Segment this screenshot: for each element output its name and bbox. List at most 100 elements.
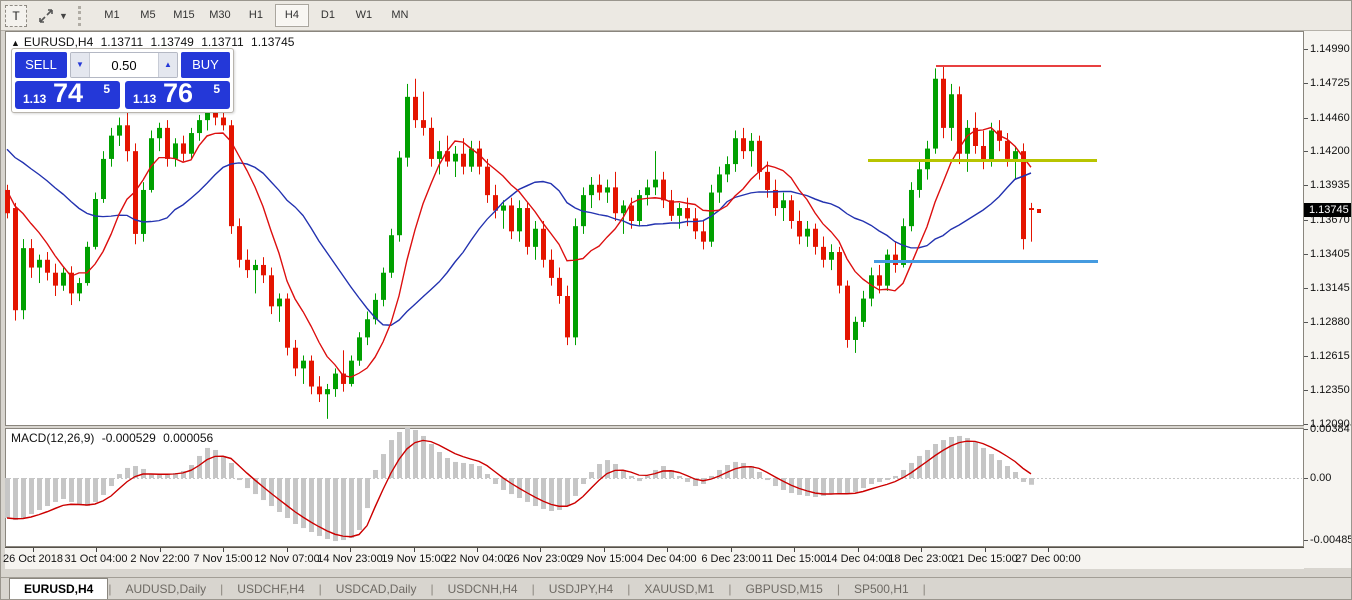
price-axis-tick: 1.12090 — [1304, 418, 1351, 430]
date-tick — [477, 548, 478, 552]
date-tick — [731, 548, 732, 552]
chart-tab-audusd[interactable]: AUDUSD,Daily — [125, 582, 207, 596]
date-label: 6 Dec 23:00 — [701, 553, 761, 565]
text-tool-icon[interactable]: T — [5, 4, 27, 27]
date-axis[interactable]: 26 Oct 2018 31 Oct 04:00 2 Nov 22:00 7 Nov … — [3, 547, 1304, 569]
volume-input[interactable] — [90, 53, 158, 77]
date-tick — [540, 548, 541, 552]
tab-separator: | — [728, 582, 732, 596]
chart-tab-bar: EURUSD,H4 | AUDUSD,Daily | USDCHF,H4 | USDCAD,… — [1, 577, 1351, 599]
date-label: 2 Nov 22:00 — [130, 553, 190, 565]
date-tick — [160, 548, 161, 552]
date-tick — [985, 548, 986, 552]
date-label: 31 Oct 04:00 — [64, 553, 128, 565]
sell-price-point: 5 — [103, 82, 110, 96]
date-tick — [350, 548, 351, 552]
timeframe-toolbar: T ▼ M1 M5 M15 M30 H1 H4 D1 W1 MN — [1, 1, 1351, 31]
cursor-mode-icon[interactable] — [35, 6, 57, 26]
buy-button[interactable]: BUY — [181, 52, 230, 78]
chart-tab-usdcnh[interactable]: USDCNH,H4 — [447, 582, 518, 596]
timeframe-button-m30[interactable]: M30 — [209, 9, 231, 21]
price-axis-tick: 1.12880 — [1304, 316, 1351, 328]
chevron-down-icon[interactable]: ▼ — [59, 10, 68, 21]
date-label: 21 Dec 15:00 — [952, 553, 1018, 565]
timeframe-button-h1[interactable]: H1 — [248, 9, 263, 21]
date-tick — [96, 548, 97, 552]
tab-separator: | — [318, 582, 322, 596]
macd-axis-tick: 0.003847 — [1304, 423, 1351, 435]
date-label: 22 Nov 04:00 — [444, 553, 510, 565]
timeframe-button-w1[interactable]: W1 — [355, 9, 373, 21]
price-axis-tick: 1.13935 — [1304, 179, 1351, 191]
chart-tab-usdcad[interactable]: USDCAD,Daily — [335, 582, 417, 596]
price-axis-tick: 1.12350 — [1304, 384, 1351, 396]
volume-increment-button[interactable]: ▲ — [158, 53, 177, 77]
price-axis-tick: 1.14990 — [1304, 43, 1351, 55]
date-label: 26 Oct 2018 — [3, 553, 63, 565]
price-axis[interactable]: 1.14990 1.14725 1.14460 1.14200 1.13935 1.136… — [1304, 31, 1351, 568]
volume-decrement-button[interactable]: ▼ — [71, 53, 90, 77]
date-label: 26 Nov 23:00 — [507, 553, 573, 565]
buy-price-point: 5 — [213, 82, 220, 96]
current-price-badge: 1.13745 — [1304, 202, 1351, 217]
chart-tab-xauusd[interactable]: XAUUSD,M1 — [644, 582, 715, 596]
date-label: 14 Nov 23:00 — [317, 553, 383, 565]
chart-tab-usdchf[interactable]: USDCHF,H4 — [237, 582, 305, 596]
date-label: 12 Nov 07:00 — [254, 553, 320, 565]
toolbar-handle[interactable] — [77, 5, 86, 26]
date-label: 14 Dec 04:00 — [825, 553, 891, 565]
price-axis-tick: 1.14460 — [1304, 112, 1351, 124]
ohlc-low: 1.13711 — [201, 35, 244, 49]
timeframe-button-d1[interactable]: D1 — [320, 9, 335, 21]
date-tick — [858, 548, 859, 552]
date-label: 19 Nov 15:00 — [381, 553, 447, 565]
macd-canvas[interactable] — [5, 428, 1302, 545]
ohlc-high: 1.13749 — [150, 35, 194, 49]
chart-tab-eurusd[interactable]: EURUSD,H4 — [9, 578, 109, 599]
chart-tab-sp500[interactable]: SP500,H1 — [853, 582, 909, 596]
macd-signal-value: 0.000056 — [163, 431, 214, 445]
buy-price-prefix: 1.13 — [133, 92, 157, 106]
timeframe-button-m5[interactable]: M5 — [140, 9, 156, 21]
date-label: 27 Dec 00:00 — [1015, 553, 1081, 565]
macd-main-value: -0.000529 — [101, 431, 156, 445]
timeframe-button-h4[interactable]: H4 — [274, 4, 309, 27]
date-tick — [414, 548, 415, 552]
timeframe-button-m15[interactable]: M15 — [173, 9, 195, 21]
volume-box: ▼ ▲ — [70, 52, 178, 78]
sell-price-prefix: 1.13 — [23, 92, 47, 106]
chart-symbol-label: EURUSD,H4 — [23, 35, 94, 49]
sell-quote[interactable]: 1.13 74 5 — [15, 78, 120, 109]
macd-label: MACD(12,26,9) -0.000529 0.000056 — [11, 431, 217, 445]
date-tick — [604, 548, 605, 552]
one-click-trade-panel: SELL ▼ ▲ BUY 1.13 74 5 1.13 76 5 — [11, 48, 234, 113]
chart-header: ▲ EURUSD,H4 1.13711 1.13749 1.13711 1.137… — [11, 35, 298, 49]
date-tick — [667, 548, 668, 552]
price-axis-tick: 1.14200 — [1304, 145, 1351, 157]
tab-separator: | — [220, 582, 224, 596]
price-axis-tick: 1.13145 — [1304, 282, 1351, 294]
date-tick — [223, 548, 224, 552]
timeframe-button-m1[interactable]: M1 — [104, 9, 120, 21]
chart-tab-gbpusd[interactable]: GBPUSD,M15 — [745, 582, 823, 596]
buy-quote[interactable]: 1.13 76 5 — [125, 78, 230, 109]
timeframe-button-mn[interactable]: MN — [391, 9, 409, 21]
ohlc-close: 1.13745 — [251, 35, 295, 49]
date-tick — [794, 548, 795, 552]
ohlc-open: 1.13711 — [100, 35, 144, 49]
date-tick — [33, 548, 34, 552]
sell-button[interactable]: SELL — [15, 52, 67, 78]
tab-separator: | — [430, 582, 434, 596]
tab-separator: | — [922, 582, 926, 596]
sell-price-pips: 74 — [53, 78, 84, 108]
symbol-direction-icon: ▲ — [11, 38, 20, 48]
date-label: 11 Dec 15:00 — [761, 553, 827, 565]
chart-tab-usdjpy[interactable]: USDJPY,H4 — [548, 582, 614, 596]
date-label: 18 Dec 23:00 — [888, 553, 954, 565]
date-tick — [1048, 548, 1049, 552]
date-label: 4 Dec 04:00 — [637, 553, 697, 565]
date-label: 7 Nov 15:00 — [193, 553, 253, 565]
macd-name: MACD(12,26,9) — [11, 431, 95, 445]
price-axis-tick: 1.12615 — [1304, 350, 1351, 362]
date-label: 29 Nov 15:00 — [571, 553, 637, 565]
